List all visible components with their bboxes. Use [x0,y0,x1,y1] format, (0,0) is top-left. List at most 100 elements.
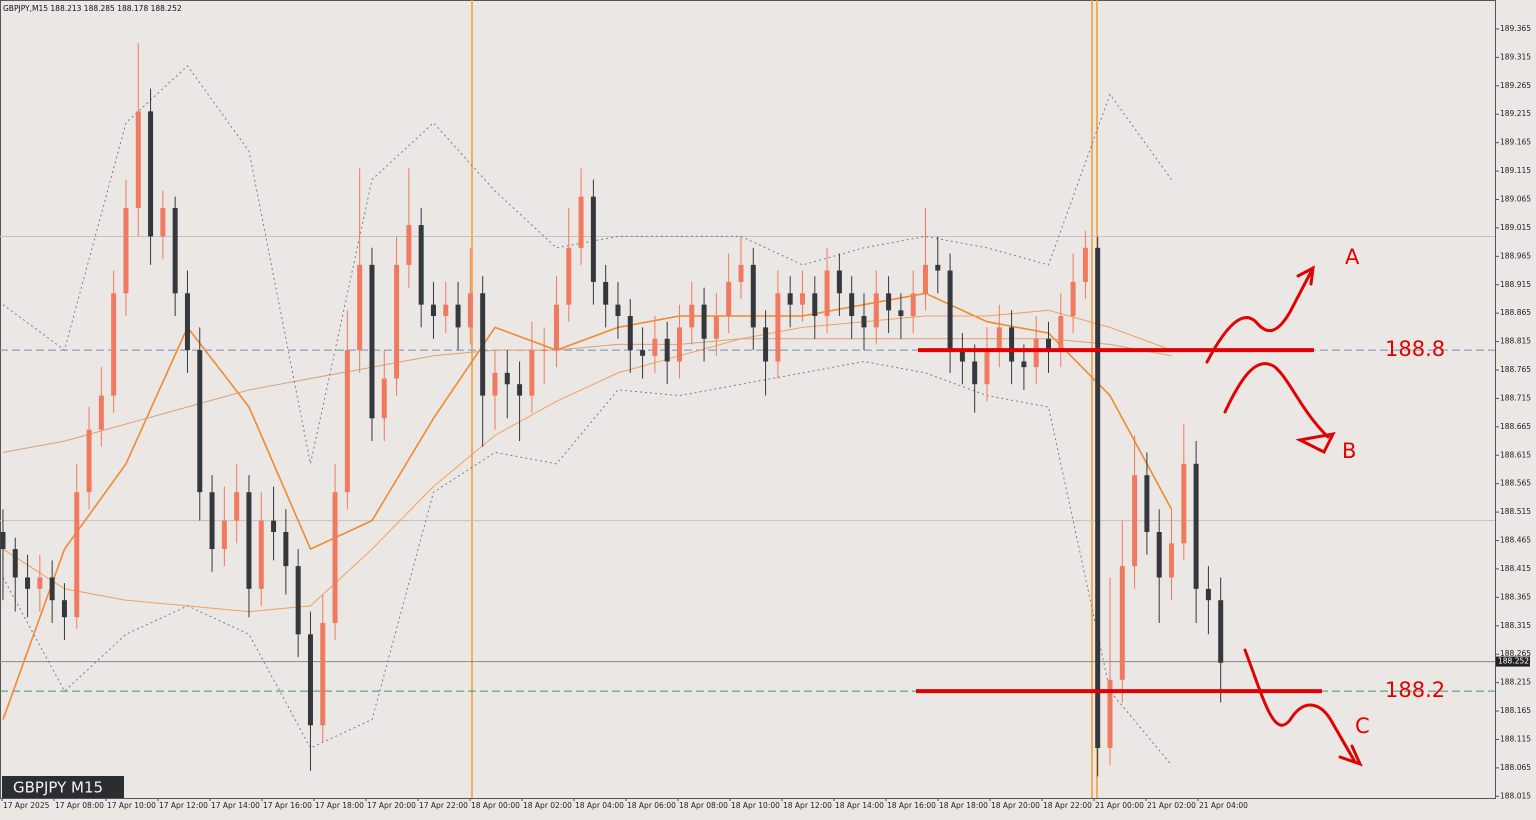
candle-body [455,304,461,328]
x-tick-label: 21 Apr 02:00 [1147,801,1196,810]
x-tick-label: 17 Apr 22:00 [419,801,468,810]
y-tick-label: 189.215 [1500,109,1531,118]
layer: A B C GBPJPY,M15 188.213 188.285 188.178… [1,4,1531,810]
candle-body [209,492,215,550]
y-tick-label: 188.965 [1500,251,1531,260]
candle-body [283,532,289,567]
candle-body [1021,361,1027,368]
candle-body [873,293,879,328]
candle-body [652,338,658,356]
candle-body [1119,566,1125,680]
candle-body [517,384,523,396]
candle-body [898,310,904,317]
annotation: C [1355,714,1370,738]
candle-body [86,429,92,493]
candle-body [25,577,31,589]
candle-body [1082,247,1088,282]
candle-body [504,372,510,385]
candle-body [271,520,277,532]
x-tick-label: 18 Apr 04:00 [575,801,624,810]
candle-body [553,304,559,351]
candle-body [406,225,412,265]
candle-body [357,264,363,351]
candle-body [111,293,117,396]
symbol-box [2,776,124,798]
y-tick-label: 188.165 [1500,706,1531,715]
candle-body [886,293,892,311]
y-tick-label: 188.115 [1500,734,1531,743]
candle-body [1033,338,1039,368]
candle-body [799,293,805,305]
candle-body [701,304,707,339]
candle-body [861,316,867,328]
candle-body [369,264,375,419]
candle-body [959,350,965,362]
y-tick-label: 188.715 [1500,393,1531,402]
x-tick-label: 17 Apr 18:00 [315,801,364,810]
candle-body [541,350,547,352]
x-tick-label: 17 Apr 14:00 [211,801,260,810]
candle-body [61,600,67,618]
candle-body [332,492,338,623]
candle-body [910,293,916,317]
annotation: B [1342,439,1356,463]
candle-body [37,577,43,589]
candle-body [258,520,264,589]
candle-body [566,247,572,305]
candle-body [49,577,55,601]
x-tick-label: 18 Apr 18:00 [939,801,988,810]
x-tick-label: 18 Apr 10:00 [731,801,780,810]
candle-body [172,208,178,294]
y-tick-label: 189.065 [1500,195,1531,204]
indicator-line [2,65,1172,464]
candle-body [344,350,350,493]
candle-body [1095,247,1101,748]
candle-body [689,304,695,328]
y-tick-label: 188.915 [1500,280,1531,289]
candle-body [381,378,387,419]
candle-body [184,293,190,351]
candle-body [738,264,744,282]
y-tick-label: 189.015 [1500,223,1531,232]
x-tick-label: 21 Apr 04:00 [1199,801,1248,810]
candle-body [492,372,498,396]
level-label: 188.2 [1385,678,1445,702]
x-tick-label: 18 Apr 14:00 [835,801,884,810]
candle-body [1218,600,1224,663]
candle-body [676,327,682,362]
y-tick-label: 188.765 [1500,365,1531,374]
candle-body [1168,543,1174,578]
plot-frame [0,0,1496,799]
candle-body [12,549,18,578]
layer [0,43,1224,777]
candle-body [812,293,818,317]
annotation: A [1345,245,1360,269]
candle-body [787,293,793,305]
x-tick-label: 18 Apr 00:00 [471,801,520,810]
candle-body [1058,316,1064,351]
candle-body [996,327,1002,351]
candle-body [443,304,449,317]
candle-body [135,111,141,209]
candle-body [1045,338,1051,351]
y-tick-label: 188.265 [1500,649,1531,658]
indicator-line [2,292,1173,720]
candle-body [627,316,633,351]
candle-body [529,350,535,396]
candle-body [480,293,486,396]
x-tick-label: 18 Apr 06:00 [627,801,676,810]
candle-body [246,492,252,589]
candle-body [295,566,301,635]
arrow-head [1295,431,1336,455]
y-tick-label: 189.265 [1500,81,1531,90]
candle-body [148,111,154,237]
candle-body [1205,588,1211,601]
y-tick-label: 188.365 [1500,592,1531,601]
candle-body [430,304,436,317]
y-tick-label: 188.615 [1500,450,1531,459]
x-tick-label: 18 Apr 16:00 [887,801,936,810]
candle-body [307,634,313,726]
y-tick-label: 188.865 [1500,308,1531,317]
candle-body [1144,475,1150,532]
